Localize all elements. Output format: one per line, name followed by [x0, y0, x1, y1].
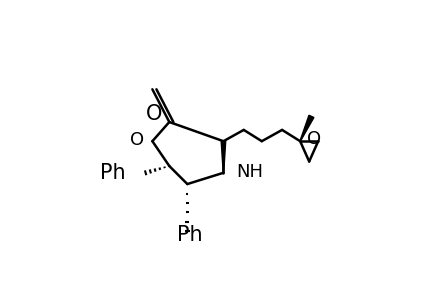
Text: NH: NH [236, 163, 263, 181]
Text: Ph: Ph [177, 225, 202, 245]
Text: O: O [307, 130, 321, 148]
Polygon shape [221, 141, 226, 173]
Polygon shape [300, 115, 314, 141]
Text: O: O [129, 131, 144, 149]
Text: O: O [146, 104, 163, 124]
Text: Ph: Ph [100, 163, 125, 183]
